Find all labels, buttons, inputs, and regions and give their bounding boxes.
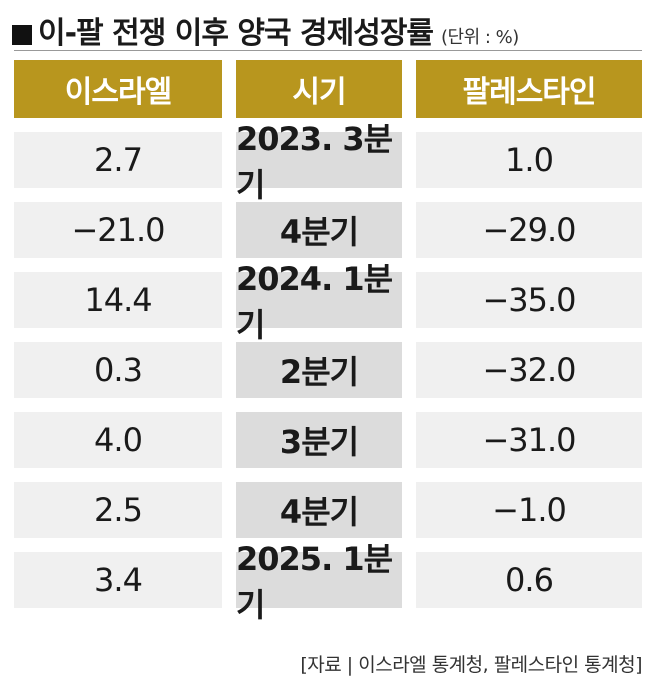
unit-label: (단위 : %) bbox=[441, 27, 519, 48]
title-bullet-square bbox=[12, 25, 32, 45]
period-label: 2025. 1분기 bbox=[236, 540, 402, 624]
israel-value: 3.4 bbox=[14, 552, 222, 608]
table-row: 2.7 2023. 3분기 1.0 bbox=[14, 120, 642, 204]
title-row: 이-팔 전쟁 이후 양국 경제성장률 (단위 : %) bbox=[12, 8, 652, 51]
israel-value: 2.5 bbox=[14, 482, 222, 538]
palestine-value: −1.0 bbox=[416, 482, 642, 538]
header-period: 시기 bbox=[236, 60, 402, 118]
period-label: 2분기 bbox=[236, 342, 402, 398]
table-row: 0.3 2분기 −32.0 bbox=[14, 342, 642, 398]
source-note: [자료 | 이스라엘 통계청, 팔레스타인 통계청] bbox=[300, 654, 642, 676]
palestine-value: −32.0 bbox=[416, 342, 642, 398]
table-row: 2.5 4분기 −1.0 bbox=[14, 482, 642, 538]
period-label: 2024. 1분기 bbox=[236, 260, 402, 344]
header-palestine: 팔레스타인 bbox=[416, 60, 642, 118]
period-label: 2023. 3분기 bbox=[236, 120, 402, 204]
table-row: 3.4 2025. 1분기 0.6 bbox=[14, 540, 642, 624]
israel-value: −21.0 bbox=[14, 202, 222, 258]
palestine-value: 0.6 bbox=[416, 552, 642, 608]
chart-title: 이-팔 전쟁 이후 양국 경제성장률 bbox=[38, 16, 434, 51]
palestine-value: −35.0 bbox=[416, 272, 642, 328]
palestine-value: −31.0 bbox=[416, 412, 642, 468]
title-divider bbox=[14, 50, 642, 51]
israel-value: 0.3 bbox=[14, 342, 222, 398]
period-label: 3분기 bbox=[236, 412, 402, 468]
header-israel: 이스라엘 bbox=[14, 60, 222, 118]
period-label: 4분기 bbox=[236, 202, 402, 258]
palestine-value: −29.0 bbox=[416, 202, 642, 258]
israel-value: 2.7 bbox=[14, 132, 222, 188]
table-row: 4.0 3분기 −31.0 bbox=[14, 412, 642, 468]
table-row: −21.0 4분기 −29.0 bbox=[14, 202, 642, 258]
table-row: 14.4 2024. 1분기 −35.0 bbox=[14, 260, 642, 344]
israel-value: 14.4 bbox=[14, 272, 222, 328]
israel-value: 4.0 bbox=[14, 412, 222, 468]
period-label: 4분기 bbox=[236, 482, 402, 538]
palestine-value: 1.0 bbox=[416, 132, 642, 188]
